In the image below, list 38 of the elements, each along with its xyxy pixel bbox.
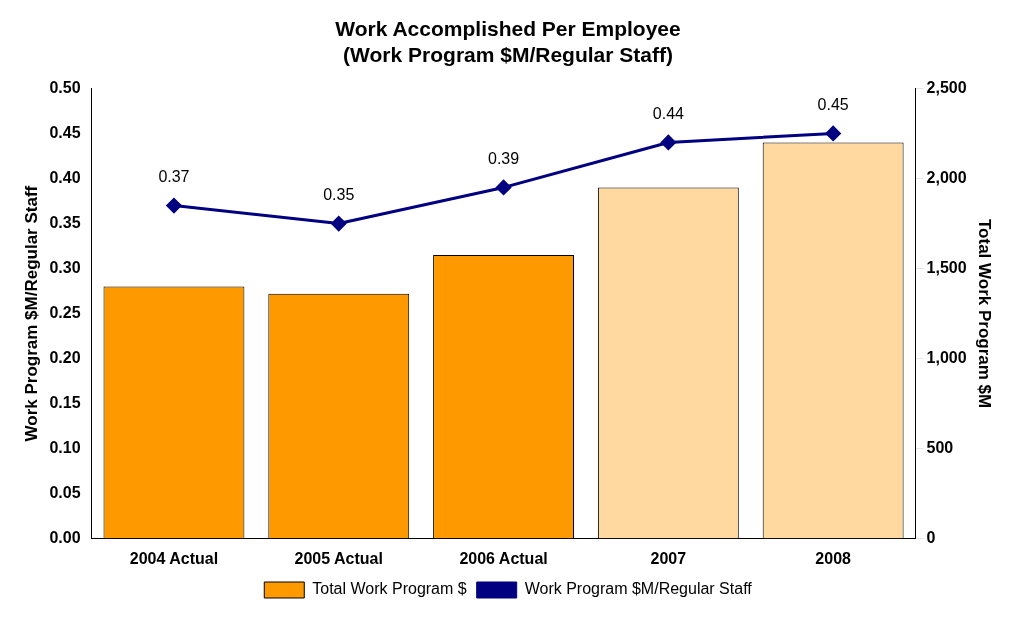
data-label: 0.35 [323, 185, 355, 203]
x-tick-label: 2006 Actual [459, 549, 548, 567]
y-tick-label: 0.25 [49, 304, 81, 322]
y-tick-label: 0.40 [49, 168, 81, 186]
x-tick-label: 2005 Actual [294, 549, 383, 567]
data-label: 0.39 [487, 149, 520, 167]
y-tick-label: 0.15 [49, 394, 81, 412]
text: (Work Program $M/Regular Staff) [343, 42, 673, 66]
y2-tick-label: 2,000 [926, 168, 967, 186]
data-label: 0.37 [158, 167, 190, 185]
legend-label: Total Work Program $ [312, 580, 467, 598]
y-tick-label: 0.35 [49, 213, 81, 231]
y-tick-label: 0.30 [49, 258, 81, 276]
data-label: 0.45 [817, 95, 849, 113]
legend-label: Work Program $M/Regular Staff [524, 580, 753, 598]
point [331, 216, 347, 232]
y-tick-label: 0.00 [49, 529, 81, 547]
data-label: 0.44 [652, 104, 685, 122]
y2-tick-label: 1,500 [926, 258, 967, 276]
point [825, 125, 841, 141]
y2-axis-title: Total Work Program $M [975, 218, 995, 409]
y-tick-label: 0.50 [49, 78, 81, 96]
y2-tick-label: 1,000 [926, 349, 967, 367]
y2-tick-label: 2,500 [926, 78, 967, 96]
text: Work Accomplished Per Employee [335, 17, 681, 41]
point [166, 198, 182, 213]
y-tick-label: 0.05 [49, 484, 81, 502]
point [496, 179, 512, 195]
x-tick-label: 2008 [815, 549, 852, 567]
y-tick-label: 0.20 [49, 349, 81, 367]
y-tick-label: 0.45 [49, 123, 81, 141]
y2-tick-label: 500 [926, 439, 954, 457]
y-tick-label: 0.10 [49, 439, 81, 457]
x-tick-label: 2007 [650, 549, 687, 567]
y-axis-title: Work Program $M/Regular Staff [21, 185, 41, 442]
y2-tick-label: 0 [926, 529, 936, 547]
point [660, 134, 676, 150]
x-tick-label: 2004 Actual [129, 549, 219, 567]
